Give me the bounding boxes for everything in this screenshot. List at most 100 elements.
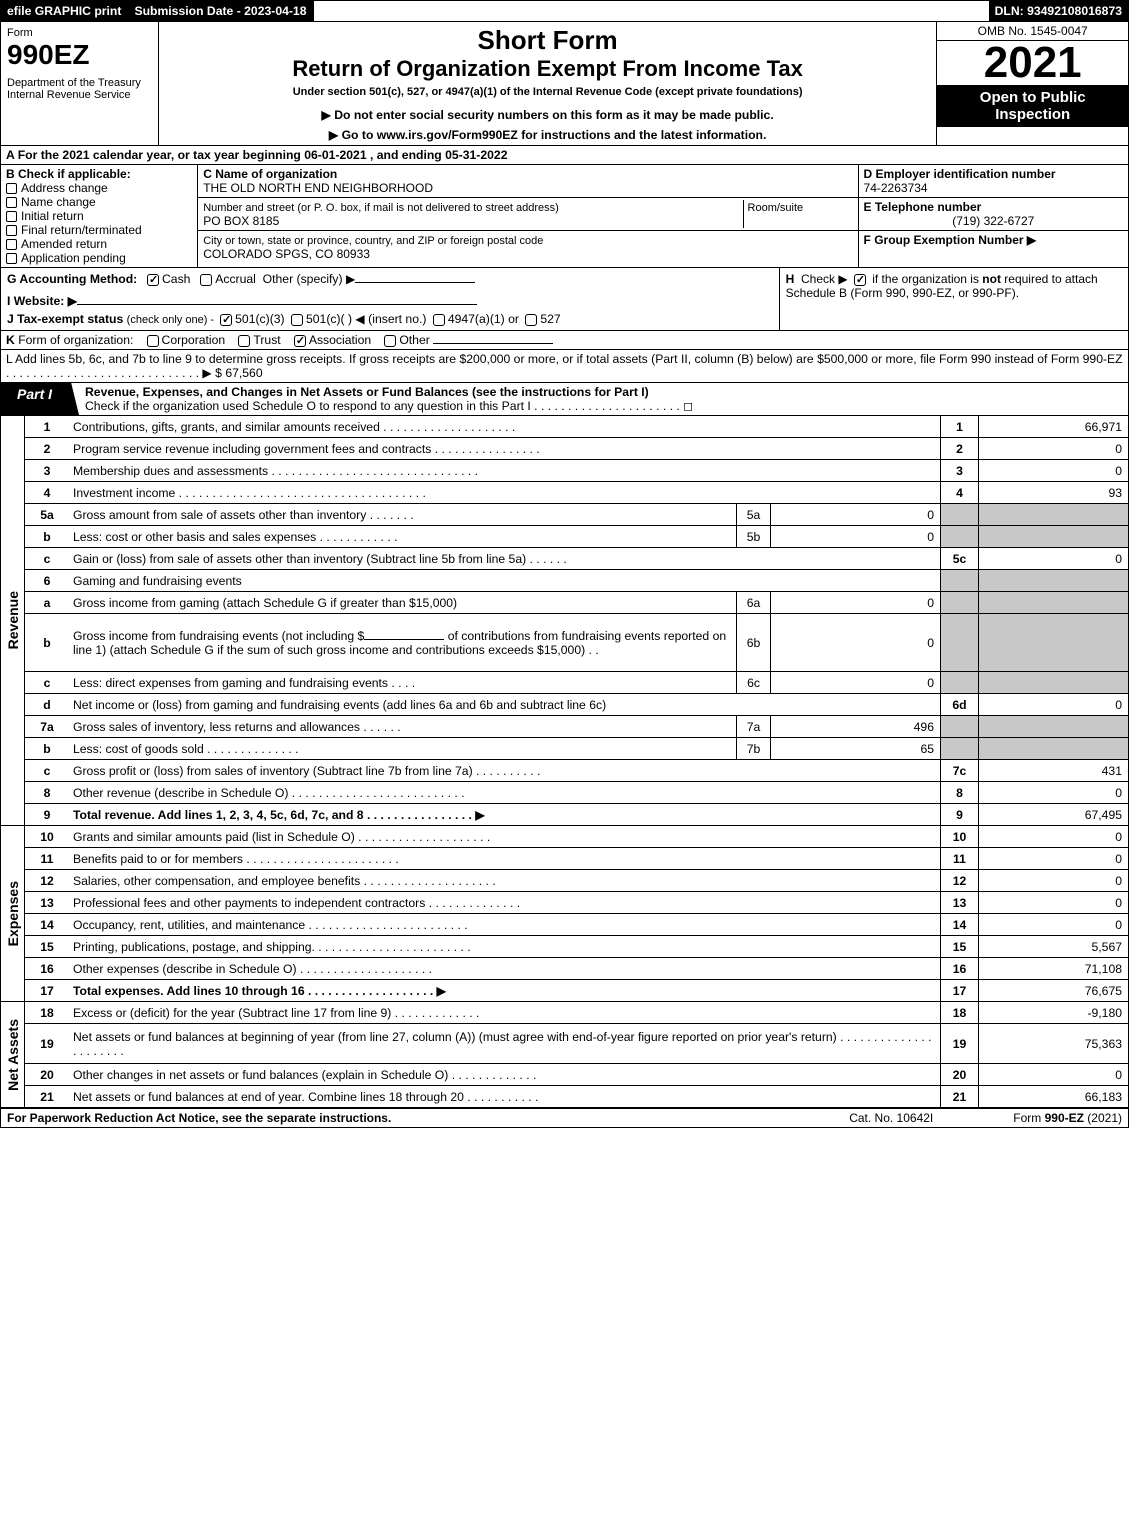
chk-other-org[interactable] — [384, 335, 396, 347]
c-label: C Name of organization — [203, 167, 337, 181]
val-6d: 0 — [978, 694, 1128, 715]
pra-notice: For Paperwork Reduction Act Notice, see … — [7, 1111, 391, 1125]
f-label: F Group Exemption Number ▶ — [864, 233, 1037, 247]
submission-date: Submission Date - 2023-04-18 — [128, 1, 313, 21]
val-6b: 0 — [770, 614, 940, 671]
efile-print[interactable]: efile GRAPHIC print — [1, 1, 128, 21]
val-3: 0 — [978, 460, 1128, 481]
street-address: PO BOX 8185 — [203, 214, 279, 228]
revenue-section: Revenue 1Contributions, gifts, grants, a… — [0, 416, 1129, 826]
section-b-checkboxes: B Check if applicable: Address change Na… — [1, 165, 198, 267]
form-number: 990EZ — [7, 39, 152, 71]
revenue-side-label: Revenue — [1, 416, 25, 826]
title-right: OMB No. 1545-0047 2021 Open to Public In… — [936, 22, 1128, 145]
val-10: 0 — [978, 826, 1128, 847]
val-5a: 0 — [770, 504, 940, 525]
val-17: 76,675 — [978, 980, 1128, 1001]
chk-application-pending[interactable] — [6, 253, 17, 264]
val-6c: 0 — [770, 672, 940, 693]
room-label: Room/suite — [748, 202, 804, 214]
val-7c: 431 — [978, 760, 1128, 781]
dept-treasury: Department of the Treasury Internal Reve… — [7, 77, 152, 101]
chk-4947[interactable] — [433, 314, 445, 326]
val-18: -9,180 — [978, 1002, 1128, 1023]
val-5c: 0 — [978, 548, 1128, 569]
cat-no: Cat. No. 10642I — [849, 1111, 933, 1125]
ein-value: 74-2263734 — [864, 181, 928, 195]
chk-address-change[interactable] — [6, 183, 17, 194]
chk-cash[interactable] — [147, 274, 159, 286]
open-public-inspection: Open to Public Inspection — [937, 85, 1128, 127]
short-form-heading: Short Form — [165, 25, 931, 56]
chk-accrual[interactable] — [200, 274, 212, 286]
main-title: Return of Organization Exempt From Incom… — [165, 56, 931, 82]
d-label: D Employer identification number — [864, 167, 1056, 181]
g-label: G Accounting Method: — [7, 272, 137, 286]
val-4: 93 — [978, 482, 1128, 503]
chk-501c[interactable] — [291, 314, 303, 326]
val-6a: 0 — [770, 592, 940, 613]
net-assets-side-label: Net Assets — [1, 1002, 25, 1108]
val-1: 66,971 — [978, 416, 1128, 437]
goto-irs[interactable]: ▶ Go to www.irs.gov/Form990EZ for instru… — [165, 128, 931, 142]
section-a-tax-year: A For the 2021 calendar year, or tax yea… — [0, 146, 1129, 165]
chk-schedule-b-not-required[interactable] — [854, 274, 866, 286]
header-bar: efile GRAPHIC print Submission Date - 20… — [0, 0, 1129, 22]
section-c: C Name of organization THE OLD NORTH END… — [198, 165, 857, 267]
j-label: J Tax-exempt status — [7, 312, 123, 326]
under-section: Under section 501(c), 527, or 4947(a)(1)… — [165, 86, 931, 98]
part1-sub: Check if the organization used Schedule … — [85, 399, 693, 413]
chk-amended-return[interactable] — [6, 239, 17, 250]
chk-501c3[interactable] — [220, 314, 232, 326]
val-14: 0 — [978, 914, 1128, 935]
val-16: 71,108 — [978, 958, 1128, 979]
form-footer: Form 990-EZ (2021) — [1013, 1111, 1122, 1125]
val-8: 0 — [978, 782, 1128, 803]
chk-corporation[interactable] — [147, 335, 159, 347]
expenses-section: Expenses 10Grants and similar amounts pa… — [0, 826, 1129, 1002]
title-block: Form 990EZ Department of the Treasury In… — [0, 22, 1129, 146]
website-input[interactable] — [77, 304, 477, 305]
val-19: 75,363 — [978, 1024, 1128, 1063]
section-k: K Form of organization: Corporation Trus… — [0, 331, 1129, 350]
b-label: B Check if applicable: — [6, 167, 192, 181]
form-ident: Form 990EZ Department of the Treasury In… — [1, 22, 159, 145]
val-5b: 0 — [770, 526, 940, 547]
val-7a: 496 — [770, 716, 940, 737]
section-l: L Add lines 5b, 6c, and 7b to line 9 to … — [0, 350, 1129, 383]
val-7b: 65 — [770, 738, 940, 759]
gh-row: G Accounting Method: Cash Accrual Other … — [0, 268, 1129, 331]
net-assets-section: Net Assets 18Excess or (deficit) for the… — [0, 1002, 1129, 1108]
telephone-value: (719) 322-6727 — [864, 214, 1123, 228]
dln: DLN: 93492108016873 — [989, 1, 1128, 21]
form-word: Form — [7, 27, 33, 39]
e-label: E Telephone number — [864, 200, 982, 214]
val-21: 66,183 — [978, 1086, 1128, 1107]
city-label: City or town, state or province, country… — [203, 235, 543, 247]
section-def: D Employer identification number 74-2263… — [858, 165, 1128, 267]
city-state-zip: COLORADO SPGS, CO 80933 — [203, 247, 370, 261]
page-footer: For Paperwork Reduction Act Notice, see … — [0, 1108, 1129, 1128]
org-name: THE OLD NORTH END NEIGHBORHOOD — [203, 181, 433, 195]
section-h: H Check ▶ if the organization is not req… — [779, 268, 1128, 330]
val-15: 5,567 — [978, 936, 1128, 957]
val-2: 0 — [978, 438, 1128, 459]
ssn-warning: ▶ Do not enter social security numbers o… — [165, 108, 931, 122]
i-label: I Website: ▶ — [7, 294, 77, 308]
title-center: Short Form Return of Organization Exempt… — [159, 22, 937, 145]
chk-trust[interactable] — [238, 335, 250, 347]
val-9: 67,495 — [978, 804, 1128, 825]
part1-title: Revenue, Expenses, and Changes in Net As… — [85, 385, 649, 399]
l-text: L Add lines 5b, 6c, and 7b to line 9 to … — [1, 350, 1128, 382]
g-other-input[interactable] — [355, 282, 475, 283]
chk-527[interactable] — [525, 314, 537, 326]
street-label: Number and street (or P. O. box, if mail… — [203, 202, 559, 214]
val-11: 0 — [978, 848, 1128, 869]
chk-final-return[interactable] — [6, 225, 17, 236]
expenses-side-label: Expenses — [1, 826, 25, 1002]
chk-initial-return[interactable] — [6, 211, 17, 222]
val-20: 0 — [978, 1064, 1128, 1085]
chk-association[interactable] — [294, 335, 306, 347]
chk-name-change[interactable] — [6, 197, 17, 208]
val-12: 0 — [978, 870, 1128, 891]
